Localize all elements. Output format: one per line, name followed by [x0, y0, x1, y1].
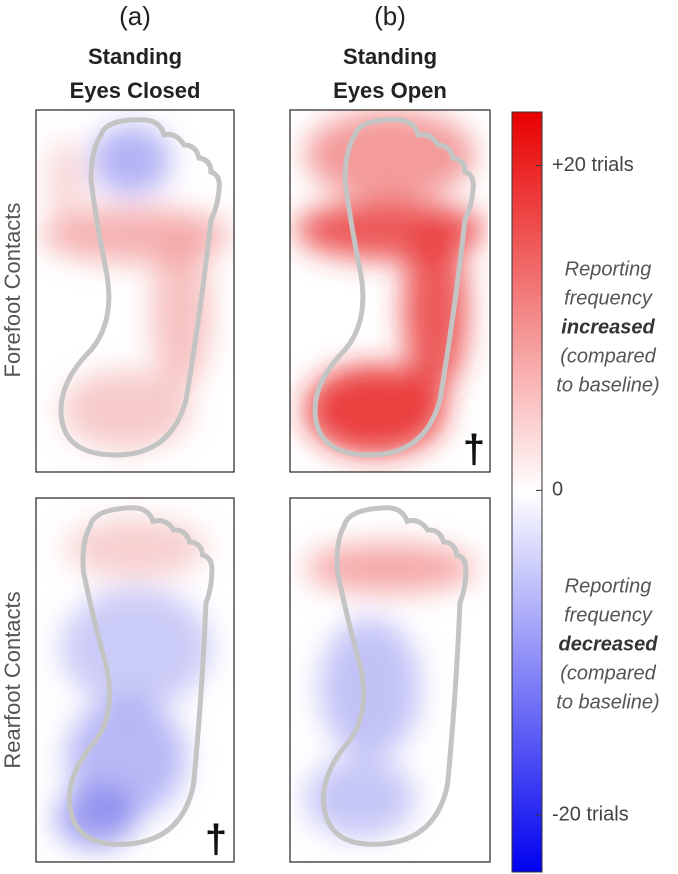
column-letter: (a) [119, 1, 151, 31]
heatmap-panel [35, 109, 235, 473]
column-title: Eyes Closed [70, 78, 201, 103]
heatmap-panel: † [289, 109, 491, 473]
colorbar-note: Reporting [565, 575, 652, 597]
colorbar-note: increased [561, 316, 655, 338]
colorbar-notes: Reporting frequency increased (compared to b… [556, 258, 659, 713]
colorbar-note: (compared [560, 662, 656, 684]
heatmap [41, 125, 231, 450]
panel-frame [35, 497, 235, 863]
column-title: Eyes Open [333, 78, 447, 103]
colorbar-tick-label: 0 [552, 479, 563, 501]
colorbar-note: to baseline) [556, 691, 659, 713]
panel-frame [289, 497, 491, 863]
colorbar-note: decreased [559, 633, 659, 655]
heatmap [305, 543, 475, 838]
panel-frame [35, 109, 235, 473]
row-label: Rearfoot Contacts [0, 591, 25, 768]
colorbar-note: frequency [564, 287, 653, 309]
heatmap-panel: † [35, 497, 235, 863]
heatmap [295, 110, 485, 455]
colorbar-ticks: +20 trials 0 -20 trials [536, 154, 634, 825]
significance-marker: † [463, 428, 485, 472]
colorbar-note: Reporting [565, 258, 652, 280]
column-letter: (b) [374, 1, 406, 31]
column-title: Standing [88, 44, 182, 69]
colorbar-note: (compared [560, 345, 656, 367]
colorbar-note: to baseline) [556, 374, 659, 396]
significance-marker: † [205, 818, 227, 862]
heatmap-panel [289, 497, 491, 863]
colorbar [511, 111, 543, 873]
row-label: Forefoot Contacts [0, 203, 25, 378]
colorbar-tick-label: -20 trials [552, 803, 629, 825]
column-title: Standing [343, 44, 437, 69]
colorbar-tick-label: +20 trials [552, 154, 634, 176]
panel-frame [289, 109, 491, 473]
heatmap [56, 518, 211, 848]
colorbar-note: frequency [564, 604, 653, 626]
